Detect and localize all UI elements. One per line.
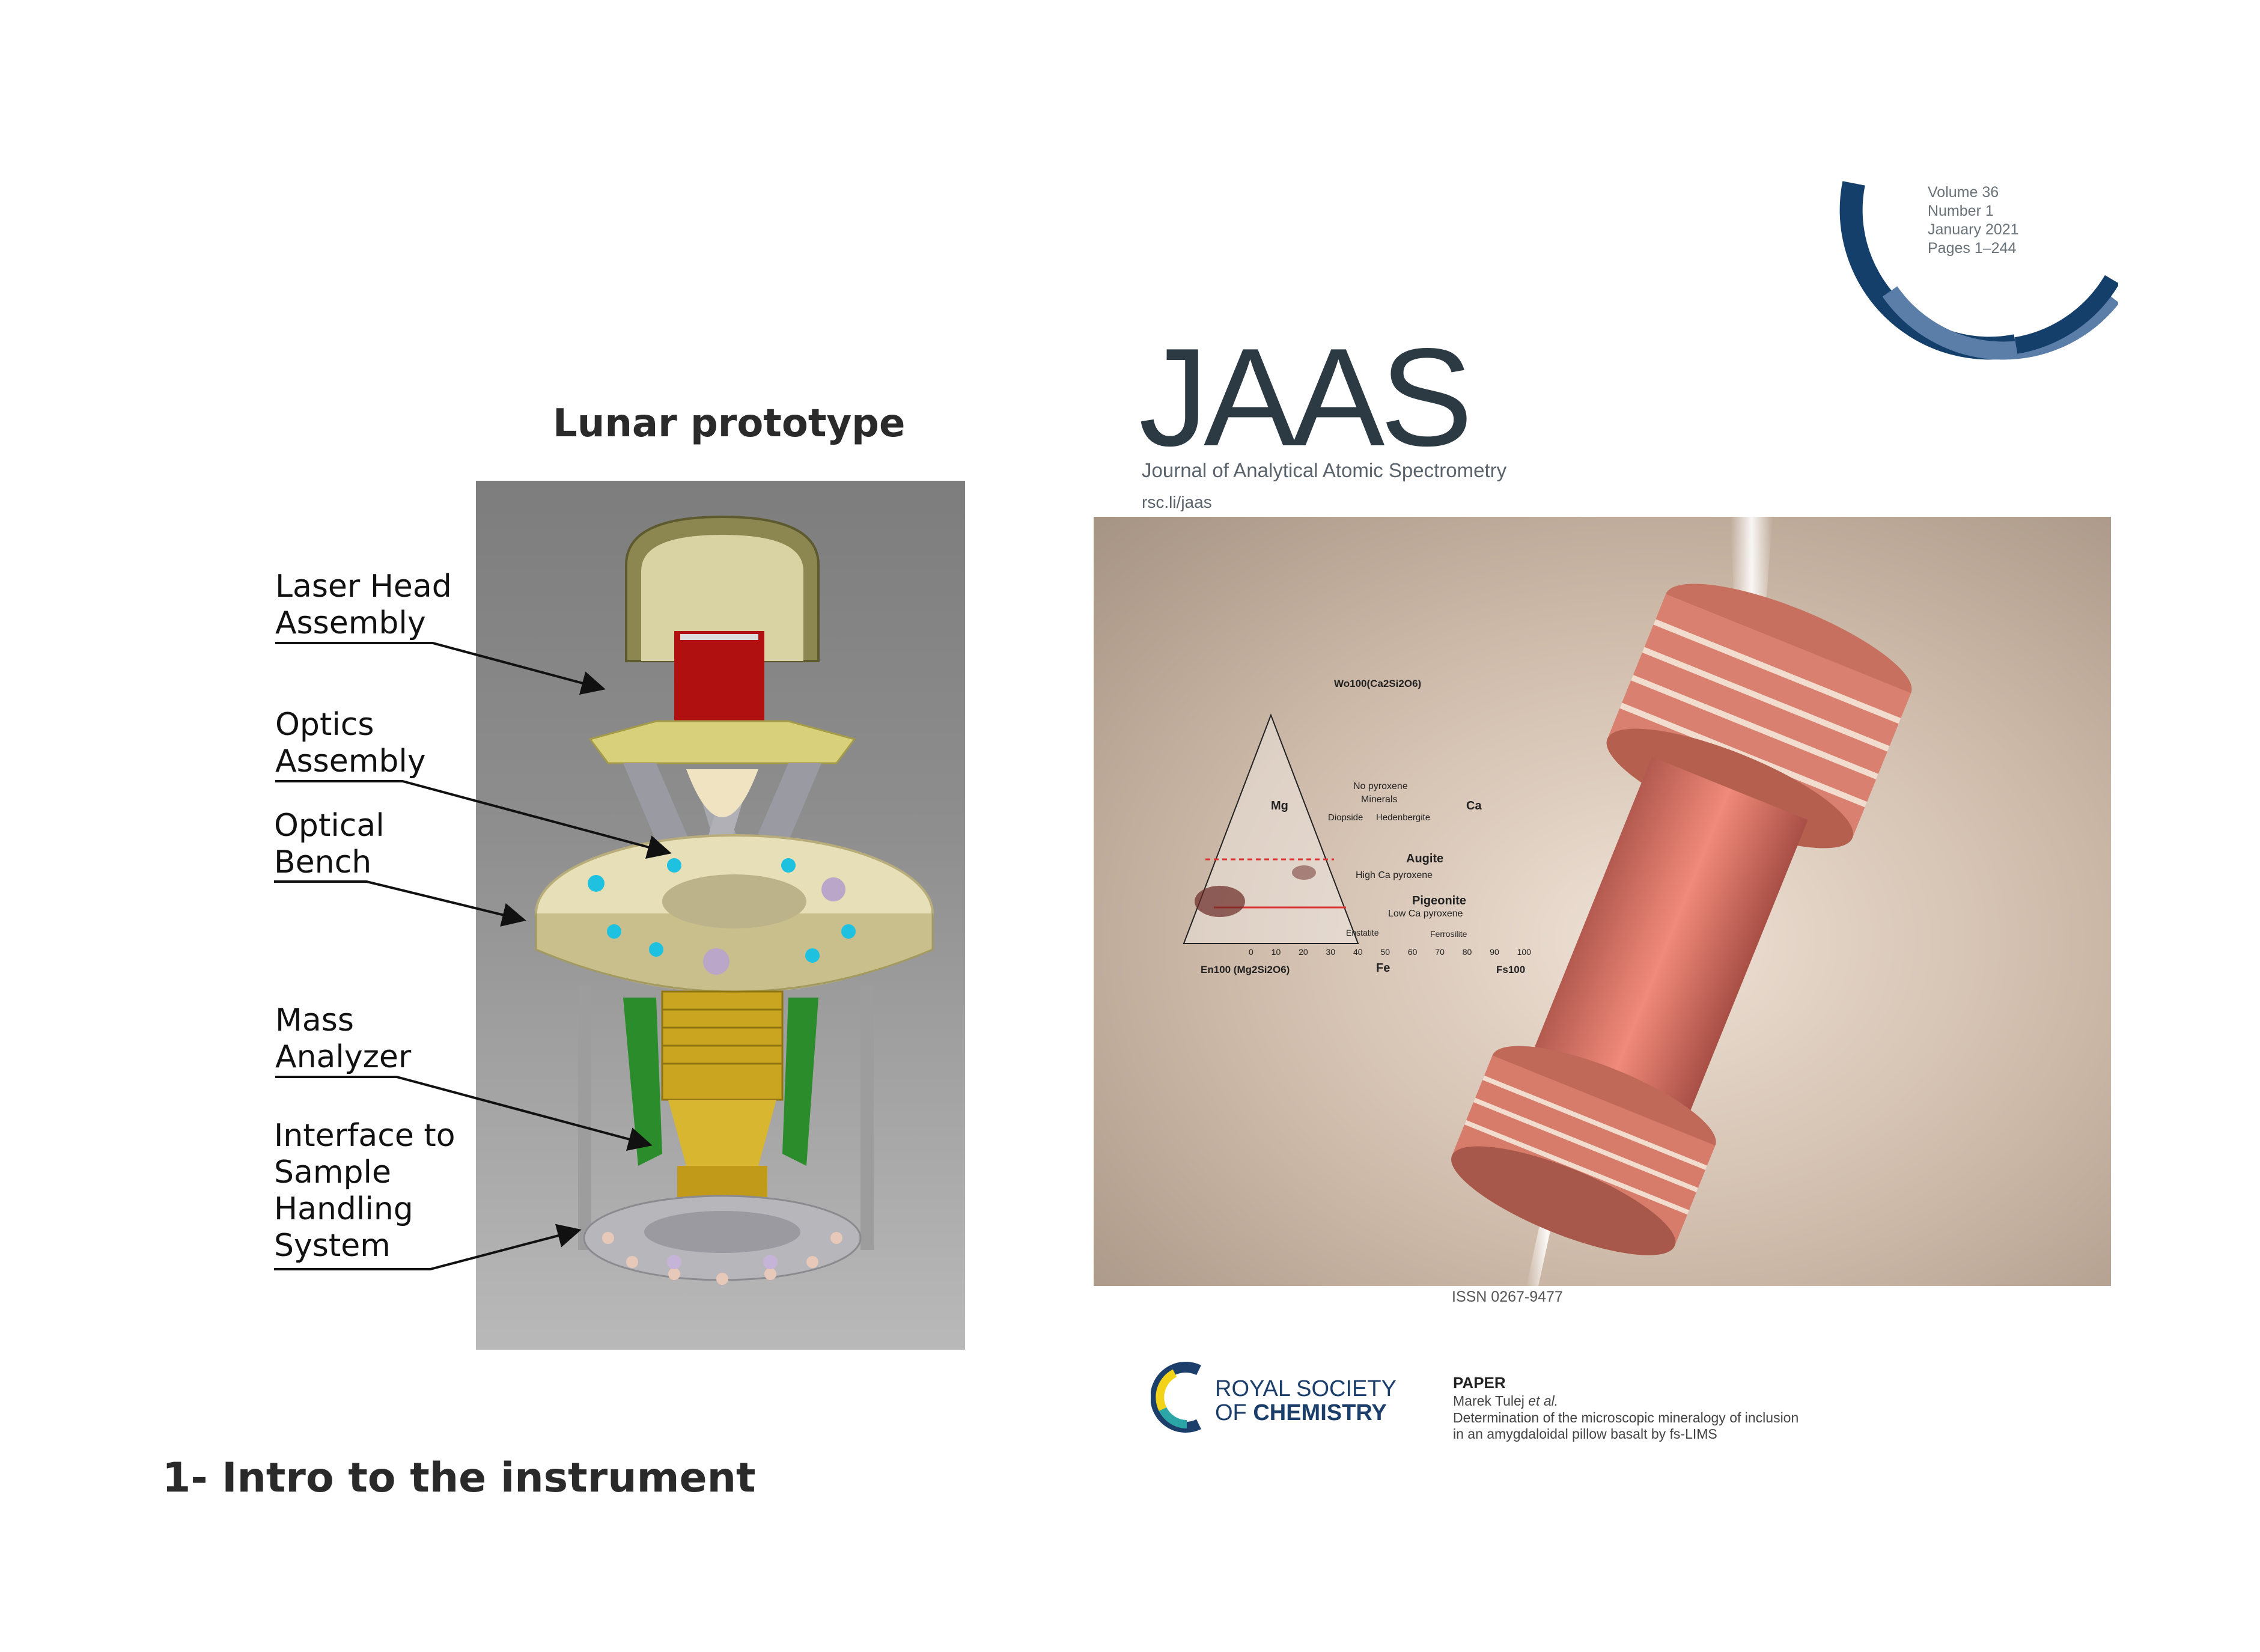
paper-author: Marek Tulej et al.	[1453, 1393, 1558, 1409]
tick: 70	[1435, 947, 1445, 957]
label-line: Handling	[274, 1191, 413, 1227]
issn: ISSN 0267-9477	[1452, 1288, 1563, 1305]
label-optical-bench: Optical Bench	[274, 808, 385, 881]
field-ferrosilite: Ferrosilite	[1430, 929, 1467, 939]
journal-subtitle: Journal of Analytical Atomic Spectrometr…	[1142, 459, 1507, 481]
cover-artwork-illustration	[1183, 517, 1912, 1286]
field-no-pyroxene: No pyroxene	[1353, 781, 1408, 791]
label-line: Assembly	[275, 605, 426, 641]
label-line: System	[274, 1228, 391, 1264]
publisher-name-line1: ROYAL SOCIETY	[1215, 1376, 1397, 1401]
paper-title-line1: Determination of the microscopic mineral…	[1453, 1410, 1799, 1425]
label-line: Assembly	[275, 743, 426, 779]
field-high-ca-pyroxene: High Ca pyroxene	[1356, 870, 1433, 880]
ternary-apex-label: Wo100(Ca2Si2O6)	[1334, 678, 1422, 689]
label-line: Mass	[275, 1002, 354, 1038]
ternary-left-side: Mg	[1271, 799, 1288, 812]
label-line: Bench	[274, 844, 372, 880]
tick: 30	[1326, 947, 1336, 957]
tick: 50	[1380, 947, 1390, 957]
label-line: Optical	[274, 808, 385, 844]
paper-author-name: Marek Tulej	[1453, 1393, 1529, 1409]
field-augite: Augite	[1406, 852, 1444, 865]
label-line: Laser Head	[275, 568, 452, 605]
paper-heading: PAPER	[1453, 1374, 1506, 1392]
section-title: 1- Intro to the instrument	[162, 1454, 756, 1502]
instrument-render-illustration	[535, 515, 934, 1285]
field-pigeonite: Pigeonite	[1412, 894, 1467, 907]
field-diopside: Diopside	[1328, 812, 1363, 823]
field-minerals: Minerals	[1361, 794, 1398, 805]
ternary-bottom-side: Fe	[1376, 962, 1390, 975]
tick: 40	[1353, 947, 1363, 957]
publisher-name-line2: OF CHEMISTRY	[1215, 1400, 1387, 1426]
instrument-render	[476, 481, 965, 1350]
tick: 20	[1299, 947, 1308, 957]
tick: 0	[1249, 947, 1253, 957]
journal-url: rsc.li/jaas	[1142, 493, 1212, 511]
label-mass-analyzer: Mass Analyzer	[275, 1002, 411, 1076]
cover-artwork: Wo100(Ca2Si2O6) En100 (Mg2Si2O6) Fs100 M…	[1094, 517, 2111, 1286]
volume: Volume 36	[1928, 184, 1999, 201]
field-low-ca-pyroxene: Low Ca pyroxene	[1388, 909, 1463, 919]
field-hedenbergite: Hedenbergite	[1376, 812, 1431, 823]
ternary-left-corner: En100 (Mg2Si2O6)	[1201, 964, 1290, 975]
label-laser-head-assembly: Laser Head Assembly	[275, 568, 452, 642]
field-enstatite: Enstatite	[1346, 928, 1379, 937]
paper-author-etal: et al.	[1528, 1393, 1559, 1409]
paper-title-line2: in an amygdaloidal pillow basalt by fs-L…	[1453, 1426, 1717, 1442]
tick: 90	[1490, 947, 1499, 957]
rsc-logo-icon	[1151, 1362, 1201, 1433]
label-line: Optics	[275, 707, 374, 743]
volume-arc-graphic	[1839, 181, 2118, 360]
publisher-chemistry: CHEMISTRY	[1253, 1400, 1387, 1425]
figure-title: Lunar prototype	[553, 401, 906, 446]
label-optics-assembly: Optics Assembly	[275, 707, 426, 780]
ternary-right-side: Ca	[1466, 799, 1482, 812]
issue-date: January 2021	[1928, 221, 2019, 238]
issue-pages: Pages 1–244	[1928, 240, 2017, 257]
publisher-of: OF	[1215, 1400, 1253, 1425]
issue-number: Number 1	[1928, 203, 1994, 219]
label-line: Sample	[274, 1154, 391, 1190]
ternary-ticks: 0 10 20 30 40 50 60 70 80 90 100	[1249, 947, 1531, 957]
tick: 100	[1517, 947, 1531, 957]
label-interface-to-sample-handling: Interface to Sample Handling System	[274, 1118, 455, 1264]
label-line: Analyzer	[275, 1039, 412, 1075]
tick: 80	[1462, 947, 1472, 957]
tick: 10	[1271, 947, 1281, 957]
journal-logo-title: JAAS	[1139, 320, 1473, 475]
label-line: Interface to	[274, 1118, 455, 1154]
ternary-right-corner: Fs100	[1496, 964, 1526, 975]
tick: 60	[1407, 947, 1418, 957]
